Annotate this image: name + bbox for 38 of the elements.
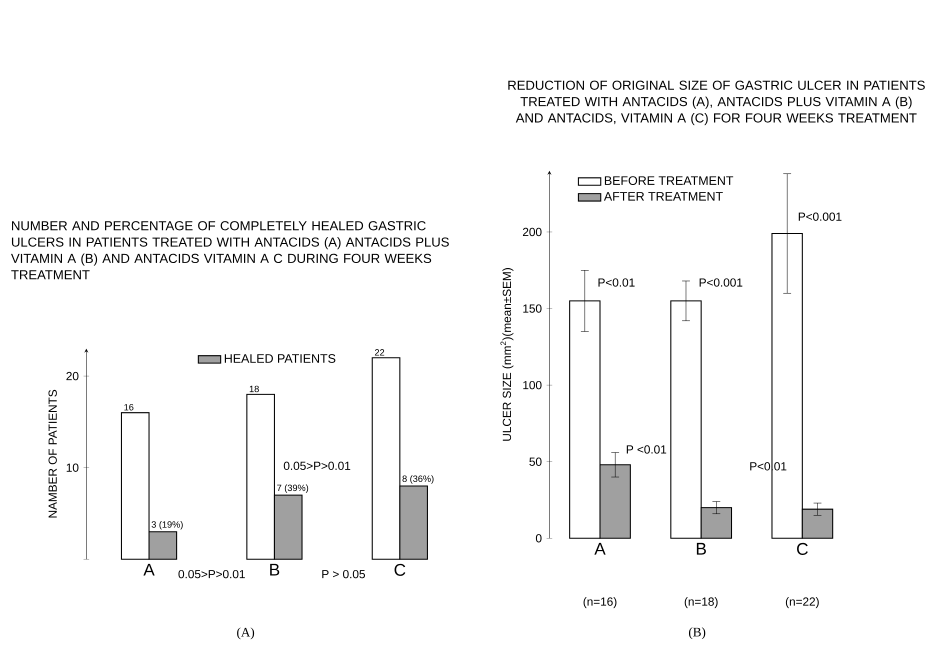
annotation: P<0.001 [798,212,842,221]
x-tick-label: B [696,542,706,554]
annotation: P <0.01 [626,445,666,454]
data-label: 7 (39%) [277,484,308,493]
legend-label: AFTER TREATMENT [604,192,723,200]
legend-label: BEFORE TREATMENT [604,176,734,185]
annotation: 0.05>P>0.01 [284,461,350,470]
text: P > 0.05 [322,570,365,578]
data-label: 18 [250,386,259,392]
annotation: P<0.001 [700,278,742,286]
y-tick-label: 100 [523,380,542,390]
annotation: P<0.01 [598,278,635,286]
text: (n=16) [584,596,616,608]
chart-title: NUMBER AND PERCENTAGE OF COMPLETELY HEALED GASTRIC ULCERS IN PATIENTS TREATED WITH ANTACIDS (A) ANTACIDS PLUS VITAMIN A (B) AND ANTACIDS VITAMIN A C DURING FOUR WEEKS TREATMENT [11,220,449,280]
y-tick-label: 20 [66,372,78,380]
y-tick-label: 10 [66,463,78,472]
data-label: 8 (36%) [402,475,434,484]
text: (A) [237,627,254,640]
x-tick-label: B [270,564,280,576]
text: (n=22) [786,596,819,608]
y-tick-label: 150 [523,304,542,313]
legend-label: HEALED PATIENTS [224,354,336,363]
y-axis-title: ULCER SIZE (mm$^{2}$)(mean±SEM) [500,268,514,441]
y-tick-label: 50 [529,457,542,466]
text: (n=18) [684,596,718,608]
data-label: 3 (19%) [152,520,183,530]
x-tick-label: A [143,564,155,576]
data-label: 16 [124,404,134,410]
text: 0.05>P>0.01 [178,570,245,578]
text: (B) [688,627,706,639]
chart-title: REDUCTION OF ORIGINAL SIZE OF GASTRIC ULCER IN PATIENTS TREATED WITH ANTACIDS (A), ANTACIDS PLUS VITAMIN A (B) AND ANTACIDS, VITAMIN A (C) FOR FOUR WEEKS TREATMENT [508,80,925,125]
y-tick-label: 200 [522,228,542,236]
data-label: 22 [374,348,384,356]
x-tick-label: A [594,542,606,554]
x-tick-label: C [797,542,808,555]
y-axis-title: NAMBER OF PATIENTS [48,390,57,518]
x-tick-label: C [394,564,406,576]
y-tick-label: 0 [536,534,542,542]
